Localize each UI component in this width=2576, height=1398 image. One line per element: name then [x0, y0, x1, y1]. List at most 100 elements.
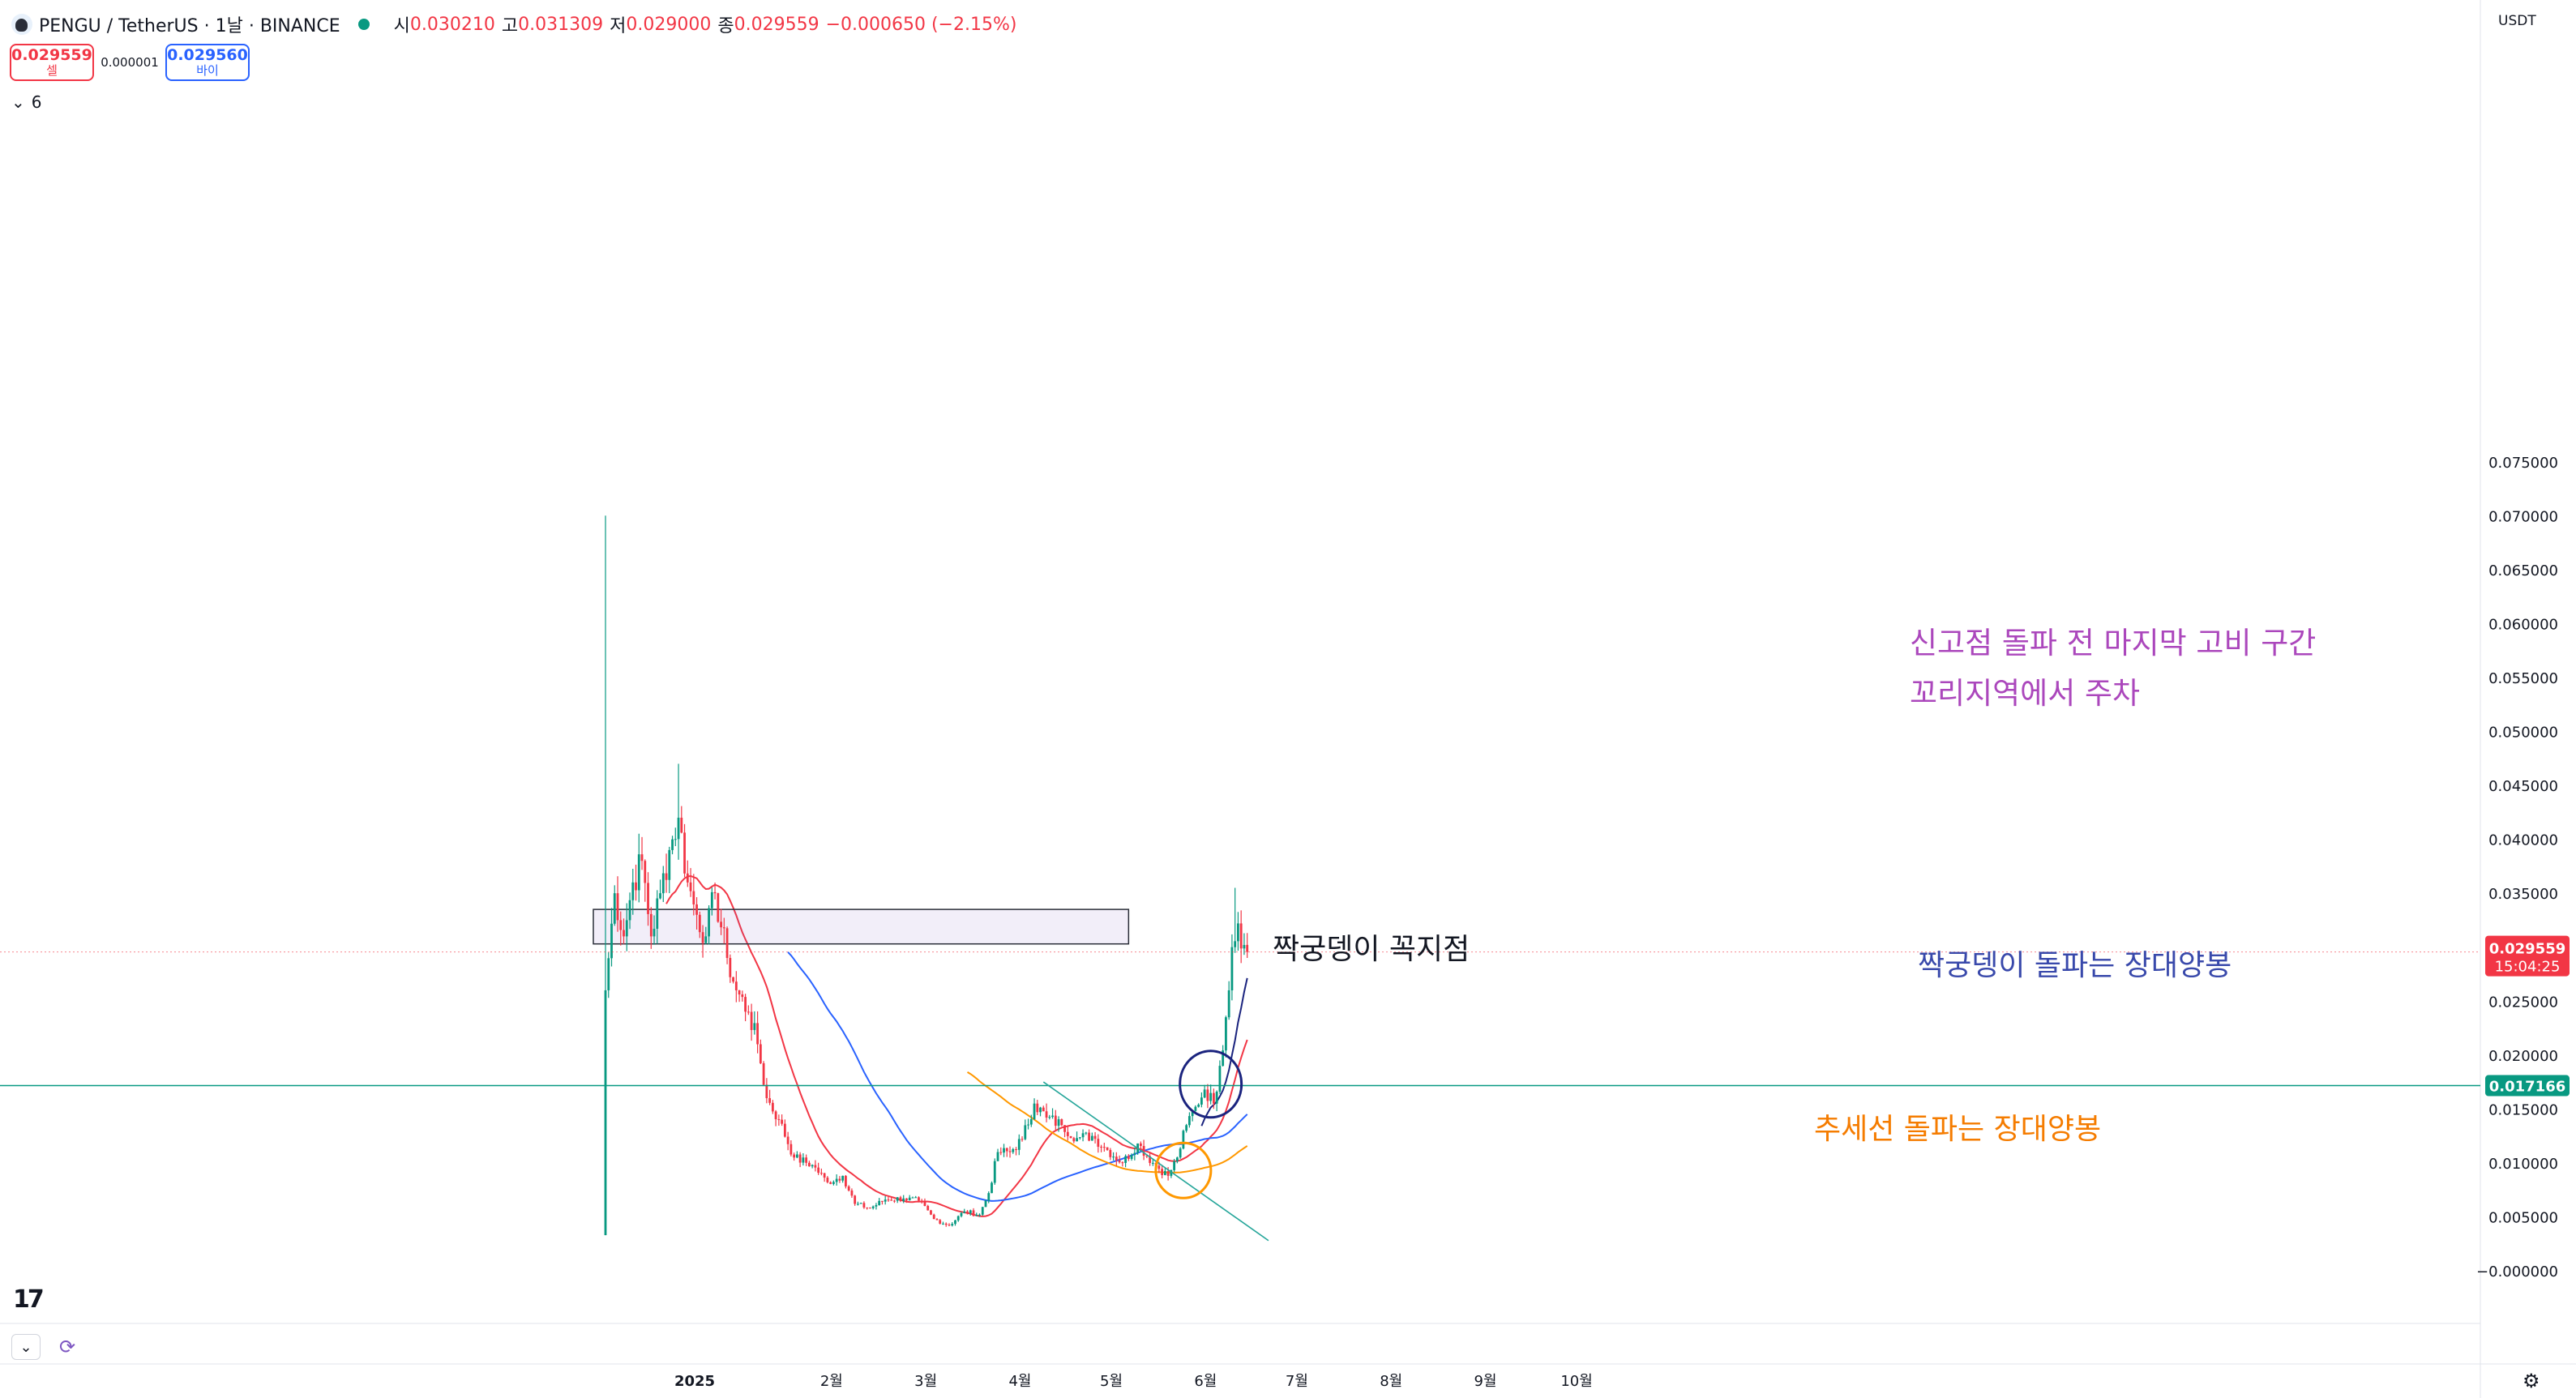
candle-body [954, 1220, 956, 1225]
candle [665, 853, 668, 893]
spread-value: 0.000001 [101, 55, 159, 70]
candle [850, 1188, 854, 1198]
candle-body [671, 839, 674, 850]
x-tick-label: 3월 [914, 1373, 937, 1390]
candle [835, 1174, 838, 1186]
candle-body [793, 1154, 796, 1158]
candle-body [1057, 1119, 1060, 1127]
candle-body [1237, 923, 1239, 942]
candle-body [623, 930, 625, 937]
candle-body [914, 1197, 918, 1199]
candle [1057, 1116, 1060, 1132]
candle-body [661, 873, 665, 894]
candle-body [1109, 1149, 1112, 1157]
candle [631, 869, 635, 915]
candle-body [677, 817, 680, 840]
candle [1225, 1015, 1227, 1058]
candle-body [771, 1102, 774, 1112]
buy-button[interactable]: 0.029560 바이 [165, 44, 250, 81]
pengu-logo-icon [11, 14, 32, 35]
candle-body [625, 920, 628, 937]
candle [1100, 1144, 1102, 1152]
symbol-title[interactable]: PENGU / TetherUS · 1날 · BINANCE [39, 16, 340, 36]
indicators-toggle[interactable]: ⌄ 6 [11, 92, 42, 112]
candle-body [1100, 1146, 1102, 1148]
candle [1222, 1045, 1225, 1067]
candle [905, 1198, 908, 1203]
candle [653, 915, 656, 945]
candle [1175, 1156, 1179, 1164]
candle-body [944, 1223, 948, 1225]
x-tick-label: 7월 [1286, 1373, 1308, 1390]
candle-body [1151, 1162, 1154, 1164]
candle-body [932, 1214, 935, 1220]
gear-icon[interactable]: ⚙ [2523, 1370, 2540, 1392]
candle [1197, 1103, 1200, 1108]
sell-button[interactable]: 0.029559 셀 [10, 44, 94, 81]
candle-body [890, 1199, 893, 1201]
candle-body [644, 861, 647, 883]
candle-body [908, 1197, 911, 1201]
candle [948, 1223, 951, 1227]
resistance-zone [593, 908, 1130, 945]
candle [710, 887, 713, 916]
candle [1163, 1168, 1166, 1176]
candle [966, 1209, 969, 1215]
low-label: 저 [610, 16, 627, 36]
candle-body [975, 1214, 978, 1216]
candle [1203, 1084, 1206, 1099]
candle [717, 892, 720, 923]
candle-body [741, 994, 744, 998]
candle-body [637, 854, 640, 891]
candle [956, 1215, 960, 1222]
candle [1036, 1100, 1039, 1116]
candle-body [640, 854, 644, 861]
candle [908, 1195, 911, 1201]
candle [649, 907, 653, 949]
open-label: 시 [393, 16, 410, 36]
candle-body [1206, 1089, 1209, 1101]
candle [1115, 1152, 1118, 1166]
candle [829, 1181, 832, 1185]
candle [866, 1207, 869, 1210]
candle-body [680, 817, 683, 833]
candle [811, 1164, 814, 1169]
candle [1142, 1139, 1145, 1161]
candle [1127, 1154, 1130, 1161]
candle-body [762, 1062, 765, 1085]
candle-body [610, 923, 613, 959]
candle [771, 1100, 774, 1114]
candle [1090, 1132, 1093, 1141]
sell-label: 셀 [46, 63, 58, 78]
y-tick-label: 0.050000 [2488, 725, 2558, 742]
x-tick-label: 5월 [1100, 1373, 1123, 1390]
candle-body [713, 891, 717, 894]
candle [1121, 1161, 1124, 1167]
candle-body [981, 1207, 984, 1215]
candle-body [635, 882, 637, 891]
candle-body [738, 990, 741, 995]
tradingview-logo[interactable]: 17 [13, 1285, 45, 1314]
candle [991, 1181, 993, 1194]
candle [847, 1185, 850, 1192]
candle-body [747, 1011, 750, 1013]
bottom-controls: ⌄ ⟳ [11, 1334, 79, 1360]
candle-body [1127, 1156, 1130, 1159]
y-tick-label: 0.065000 [2488, 562, 2558, 579]
candle-body [1027, 1124, 1029, 1126]
candle-body [1115, 1156, 1118, 1161]
y-tick-label: 0.075000 [2488, 455, 2558, 472]
replay-icon[interactable]: ⟳ [58, 1336, 76, 1358]
chevron-down-icon[interactable]: ⌄ [11, 1334, 41, 1360]
candle [671, 836, 674, 855]
candle [859, 1202, 862, 1204]
level-tag-value: 0.017166 [2489, 1079, 2566, 1096]
candle-body [1213, 1092, 1215, 1104]
candle-body [1191, 1110, 1194, 1117]
candle [644, 859, 647, 902]
candle [741, 990, 744, 1002]
candle [887, 1196, 890, 1202]
candle-body [647, 883, 649, 914]
currency-selector[interactable]: USDT [2498, 13, 2536, 29]
